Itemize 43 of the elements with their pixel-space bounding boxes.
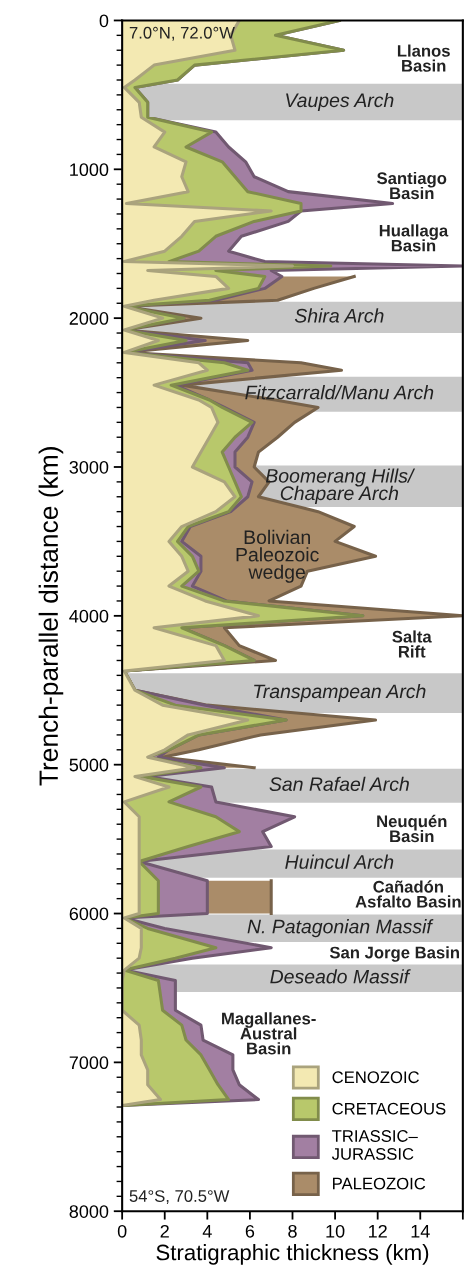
x-tick-label: 0 (117, 1224, 127, 1238)
band-label: Deseado Massif (270, 969, 411, 984)
y-tick-label: 5000 (69, 758, 109, 772)
legend-label: TRIASSIC– JURASSIC (331, 1130, 418, 1160)
annotation: 7.0°N, 72.0°W (129, 26, 235, 41)
band-label: San Rafael Arch (269, 776, 409, 792)
x-tick-label: 14 (411, 1225, 430, 1238)
annotation: Magallanes- Austral Basin (222, 1012, 316, 1055)
annotation: Santiago Basin (377, 171, 447, 200)
x-tick-label: 6 (245, 1224, 255, 1238)
y-tick-label: 7000 (69, 1056, 109, 1070)
y-tick-label: 6000 (69, 907, 109, 921)
band-label: Shira Arch (294, 308, 384, 323)
y-tick-label: 1000 (70, 163, 109, 177)
x-tick-label: 10 (326, 1224, 345, 1238)
y-tick-label: 8000 (69, 1205, 109, 1218)
x-tick-label: 4 (202, 1225, 212, 1238)
annotation: 54°S, 70.5°W (129, 1190, 230, 1204)
annotation: Llanos Basin (397, 44, 450, 72)
y-tick-label: 0 (99, 14, 109, 28)
y-tick-label: 3000 (69, 460, 109, 474)
band-label: Vaupes Arch (286, 92, 394, 112)
annotation: San Jorge Basin (329, 946, 459, 962)
x-axis-title: Stratigraphic thickness (km) (156, 1244, 429, 1265)
x-tick-label: 2 (160, 1224, 169, 1238)
legend-label: CENOZOIC (332, 1071, 419, 1084)
annotation: Neuquén Basin (377, 814, 447, 843)
annotation: Salta Rift (392, 630, 432, 658)
x-tick-label: 8 (288, 1224, 297, 1238)
annotation: Cañadón Asfalto Basin (355, 880, 461, 908)
annotation: Huallaga Basin (379, 224, 449, 252)
legend-label: CRETACEOUS (332, 1102, 446, 1115)
y-axis-title: Trench-parallel distance (km) (38, 447, 64, 786)
band-label: N. Patagonian Massif (247, 919, 434, 938)
band-label: Fitzcarrald/Manu Arch (245, 385, 434, 400)
band-label: Boomerang Hills/ Chapare Arch (265, 468, 416, 504)
band-label: Transpampean Arch (254, 683, 426, 703)
y-tick-label: 2000 (69, 312, 109, 325)
band-label: Huincul Arch (285, 854, 394, 869)
legend-label: PALEOZOIC (333, 1177, 426, 1190)
y-tick-label: 4000 (69, 609, 109, 623)
x-tick-label: 12 (369, 1224, 387, 1238)
annotation: Bolivian Paleozoic wedge (236, 529, 319, 583)
